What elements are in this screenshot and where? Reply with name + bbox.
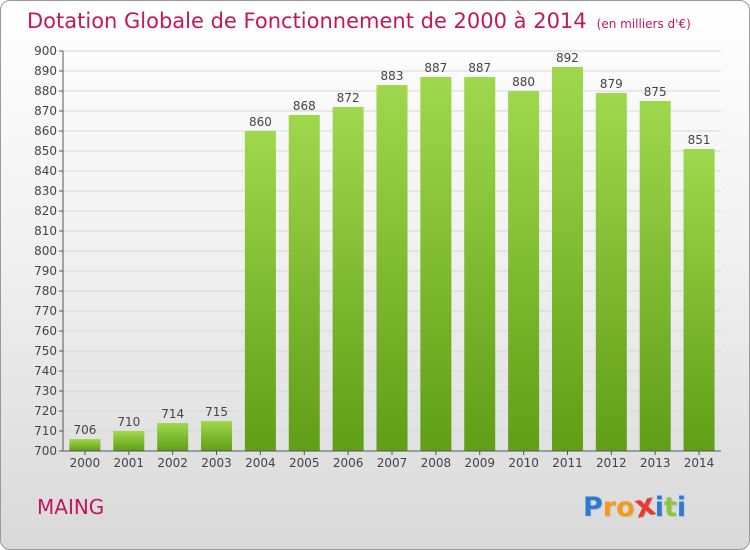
y-tick-label: 720 xyxy=(34,404,57,418)
logo-letter: o xyxy=(616,492,635,523)
bar-2006 xyxy=(332,107,364,451)
x-tick-label-2011: 2011 xyxy=(552,456,583,470)
y-tick-label: 750 xyxy=(34,344,57,358)
bar-2009 xyxy=(464,77,496,451)
bar-2005 xyxy=(288,115,320,451)
y-tick-label: 870 xyxy=(34,104,57,118)
bar-2000 xyxy=(69,439,101,451)
x-tick-label-2014: 2014 xyxy=(684,456,715,470)
bar-2004 xyxy=(244,131,276,451)
data-label-2003: 715 xyxy=(205,405,228,419)
x-tick-label-2002: 2002 xyxy=(157,456,188,470)
y-tick-label: 770 xyxy=(34,304,57,318)
x-tick-label-2010: 2010 xyxy=(508,456,539,470)
data-label-2013: 875 xyxy=(644,85,667,99)
y-tick-label: 830 xyxy=(34,184,57,198)
bars xyxy=(69,67,715,451)
y-tick-label: 730 xyxy=(34,384,57,398)
x-tick-label-2009: 2009 xyxy=(464,456,495,470)
y-tick-label: 900 xyxy=(34,44,57,58)
data-label-2005: 868 xyxy=(293,99,316,113)
logo-letter: P xyxy=(583,492,603,523)
x-tick-label-2008: 2008 xyxy=(421,456,452,470)
x-tick-label-2003: 2003 xyxy=(201,456,232,470)
y-tick-label: 710 xyxy=(34,424,57,438)
bar-2010 xyxy=(508,91,540,451)
x-tick-label-2005: 2005 xyxy=(289,456,320,470)
bar-2012 xyxy=(595,93,627,451)
y-axis-ticks: 700 710 720 730 740 750 760 770 780 790 800 810 820 8… xyxy=(34,44,63,458)
logo-letter: i xyxy=(676,492,687,523)
x-tick-label-2007: 2007 xyxy=(377,456,408,470)
y-tick-label: 700 xyxy=(34,444,57,458)
y-tick-label: 790 xyxy=(34,264,57,278)
logo-letter: t xyxy=(663,492,677,523)
x-tick-label-2006: 2006 xyxy=(333,456,364,470)
x-tick-label-2004: 2004 xyxy=(245,456,276,470)
y-tick-label: 760 xyxy=(34,324,57,338)
data-label-2006: 872 xyxy=(337,91,360,105)
y-tick-label: 880 xyxy=(34,84,57,98)
data-label-2010: 880 xyxy=(512,75,535,89)
bar-2002 xyxy=(157,423,189,451)
bar-2014 xyxy=(683,149,715,451)
x-tick-label-2013: 2013 xyxy=(640,456,671,470)
y-tick-label: 890 xyxy=(34,64,57,78)
y-tick-label: 820 xyxy=(34,204,57,218)
x-tick-label-2000: 2000 xyxy=(70,456,101,470)
y-tick-label: 860 xyxy=(34,124,57,138)
bar-2001 xyxy=(113,431,145,451)
y-tick-label: 810 xyxy=(34,224,57,238)
bar-2011 xyxy=(551,67,583,451)
y-tick-label: 740 xyxy=(34,364,57,378)
data-label-2002: 714 xyxy=(161,407,184,421)
data-label-2000: 706 xyxy=(73,423,96,437)
y-tick-label: 850 xyxy=(34,144,57,158)
data-labels: 706 710 714 715 860 868 872 883 887 887 880 892 879 8… xyxy=(73,51,710,437)
y-tick-label: 800 xyxy=(34,244,57,258)
chart-title-text: Dotation Globale de Fonctionnement de 20… xyxy=(27,9,587,33)
data-label-2014: 851 xyxy=(688,133,711,147)
y-tick-label: 840 xyxy=(34,164,57,178)
data-label-2004: 860 xyxy=(249,115,272,129)
logo-letter: i xyxy=(654,492,664,523)
data-label-2012: 879 xyxy=(600,77,623,91)
data-label-2011: 892 xyxy=(556,51,579,65)
data-label-2001: 710 xyxy=(117,415,140,429)
x-axis-ticks: 2000 2001 2002 2003 2004 2005 2006 2007 2008 2009… xyxy=(70,451,715,470)
bar-2008 xyxy=(420,77,452,451)
municipality-name: MAING xyxy=(37,495,105,519)
chart-title-unit: (en milliers d'€) xyxy=(596,17,691,31)
x-tick-label-2001: 2001 xyxy=(114,456,145,470)
bar-2013 xyxy=(639,101,671,451)
data-label-2007: 883 xyxy=(381,69,404,83)
bar-2007 xyxy=(376,85,408,451)
data-label-2008: 887 xyxy=(424,61,447,75)
y-tick-label: 780 xyxy=(34,284,57,298)
bar-2003 xyxy=(201,421,233,451)
logo-letter: r xyxy=(602,492,617,523)
x-tick-label-2012: 2012 xyxy=(596,456,627,470)
data-label-2009: 887 xyxy=(468,61,491,75)
proxiti-logo[interactable]: Proxiti xyxy=(583,486,687,525)
axes xyxy=(62,51,721,452)
chart-title: Dotation Globale de Fonctionnement de 20… xyxy=(27,9,691,33)
